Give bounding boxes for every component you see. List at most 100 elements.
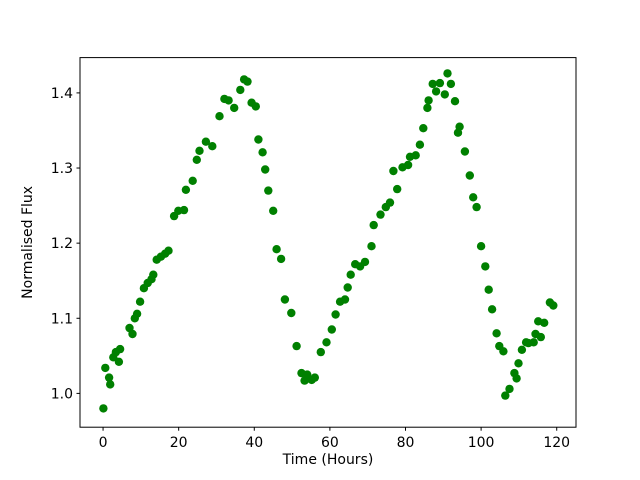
data-point (435, 78, 445, 88)
data-point (230, 103, 239, 113)
data-point (106, 380, 115, 389)
tick-marks (76, 92, 558, 431)
data-point (215, 112, 224, 121)
data-point (346, 270, 355, 279)
data-point (272, 245, 281, 254)
data-point (179, 205, 189, 215)
x-tick-label: 40 (245, 435, 263, 451)
data-point (128, 329, 137, 339)
data-point (446, 79, 456, 89)
data-point (499, 347, 508, 356)
data-point (287, 308, 296, 318)
data-point (505, 384, 514, 394)
data-point (529, 338, 538, 347)
data-point (269, 206, 278, 215)
data-point (254, 135, 263, 144)
data-point (476, 242, 486, 251)
data-point (376, 210, 385, 219)
data-point (385, 198, 395, 207)
data-point (428, 79, 437, 89)
data-point (292, 341, 301, 351)
data-point (514, 359, 523, 368)
data-point (431, 87, 441, 96)
data-points (99, 69, 558, 413)
x-tick-label: 80 (397, 435, 415, 451)
x-tick-label: 0 (99, 435, 108, 451)
data-point (149, 270, 158, 279)
data-point (104, 373, 114, 382)
data-point (465, 171, 474, 180)
data-point (492, 329, 501, 338)
data-point (389, 166, 398, 176)
data-point (251, 102, 260, 111)
data-point (450, 97, 460, 106)
data-point (101, 363, 110, 373)
data-point (340, 295, 350, 304)
data-point (403, 160, 413, 170)
data-point (343, 283, 352, 292)
data-point (327, 325, 336, 334)
data-point (99, 404, 108, 413)
data-point (322, 338, 331, 347)
data-point (188, 176, 197, 185)
tick-labels: 0 20 40 60 80 100 120 1.0 1.1 1.2 1.3 1.4 (51, 86, 570, 451)
data-point (264, 186, 273, 195)
data-point (549, 301, 558, 310)
data-point (280, 295, 290, 304)
data-point (164, 246, 173, 255)
data-point (192, 155, 201, 164)
data-point (536, 332, 545, 342)
data-point (512, 374, 521, 383)
data-point (261, 165, 270, 174)
data-point (181, 185, 191, 194)
data-point (393, 184, 402, 194)
data-point (419, 124, 428, 133)
data-point (243, 77, 252, 86)
data-point (460, 147, 470, 156)
y-tick-label: 1.4 (51, 86, 73, 102)
x-tick-label: 100 (468, 435, 495, 451)
data-point (316, 347, 325, 357)
data-point (415, 140, 425, 149)
data-point (224, 96, 233, 105)
data-point (481, 262, 490, 271)
y-tick-label: 1.1 (51, 311, 73, 327)
data-point (310, 373, 319, 382)
x-tick-label: 20 (170, 435, 188, 451)
data-point (236, 85, 245, 95)
data-point (331, 310, 340, 319)
data-point (469, 193, 478, 202)
data-point (258, 148, 267, 157)
data-point (360, 257, 370, 267)
data-point (484, 285, 493, 294)
x-axis-label: Time (Hours) (282, 452, 374, 468)
data-point (411, 151, 420, 160)
data-point (208, 142, 217, 151)
data-point (424, 96, 433, 105)
data-point (472, 202, 481, 212)
data-point (443, 69, 452, 78)
data-point (276, 254, 286, 264)
data-point (195, 146, 204, 155)
data-point (487, 305, 497, 314)
data-point (440, 90, 449, 99)
y-tick-label: 1.3 (51, 161, 73, 177)
data-point (517, 345, 527, 354)
data-point (132, 309, 142, 318)
data-point (423, 103, 432, 113)
y-axis-label: Normalised Flux (20, 186, 36, 299)
y-tick-label: 1.2 (51, 236, 73, 252)
data-point (369, 220, 378, 230)
data-point (114, 357, 124, 366)
axes-frame (79, 57, 577, 428)
data-point (455, 122, 464, 131)
plot-area: 0 20 40 60 80 100 120 1.0 1.1 1.2 1.3 1.4 (51, 57, 577, 451)
data-point (501, 391, 510, 400)
x-tick-label: 60 (321, 435, 339, 451)
data-point (135, 297, 145, 306)
x-tick-label: 120 (543, 435, 570, 451)
data-point (540, 318, 549, 327)
